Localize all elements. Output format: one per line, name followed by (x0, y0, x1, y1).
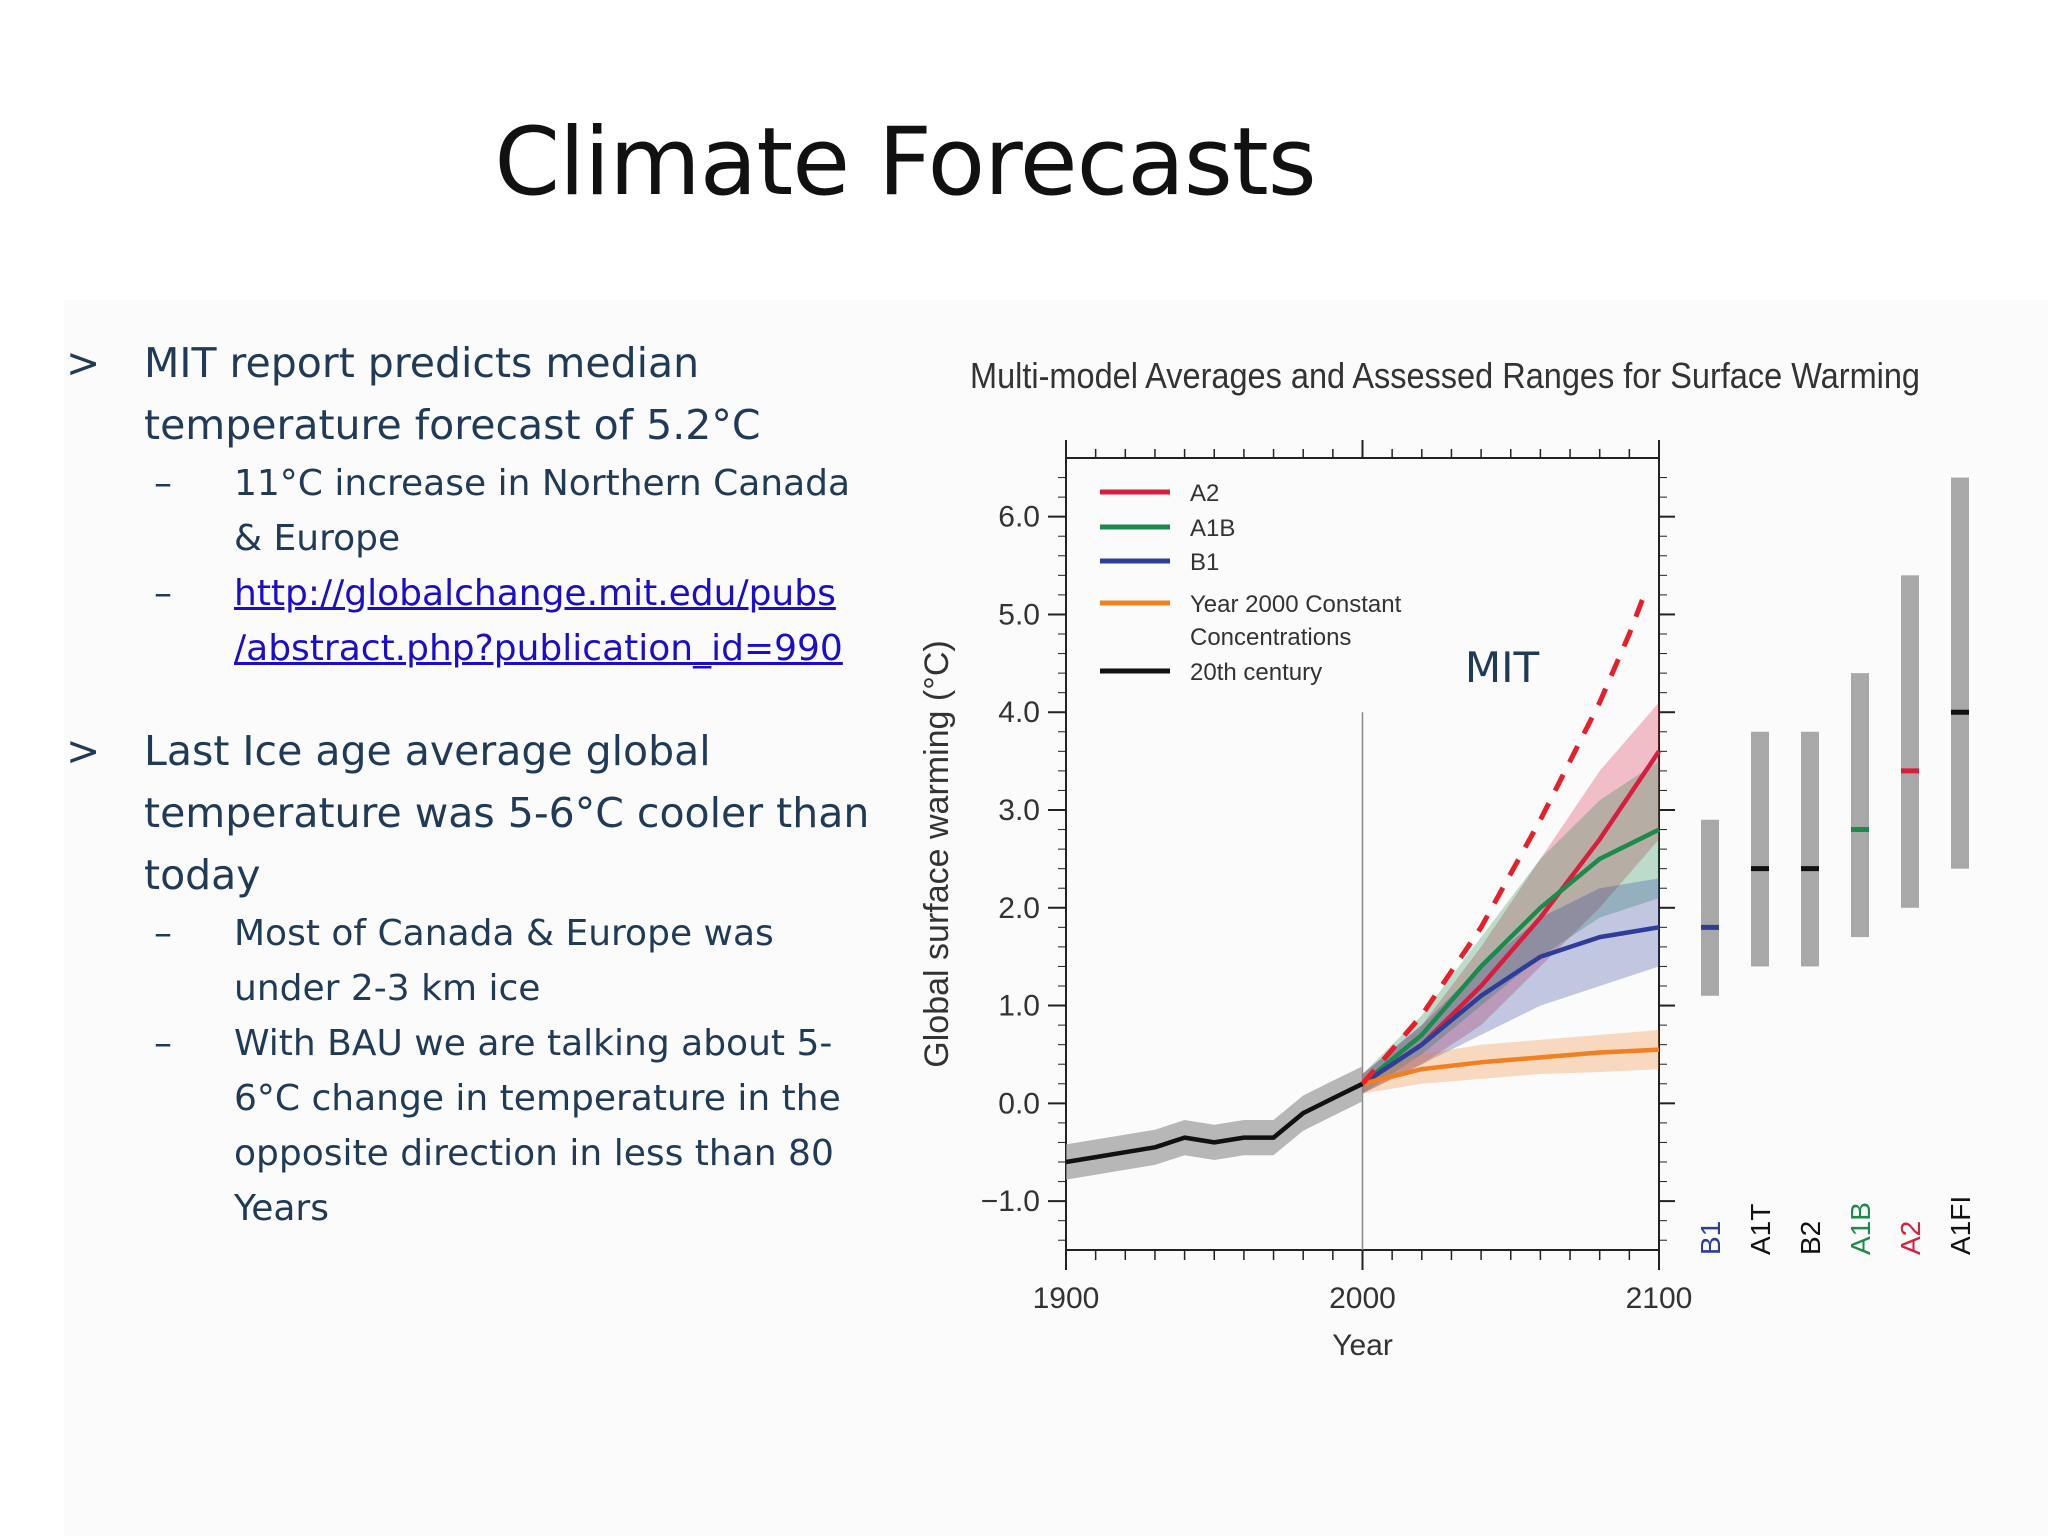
historical-band (1066, 1066, 1363, 1180)
legend-label: Concentrations (1190, 624, 1351, 651)
series-line (1065, 1081, 1364, 1165)
sub-bullet-item: – http://globalchange.mit.edu/pubs /abst… (64, 566, 884, 676)
y-axis-label: Global surface warming (°C) (918, 640, 956, 1067)
slide-title: Climate Forecasts (494, 108, 1316, 217)
chart-title: Multi-model Averages and Assessed Ranges… (970, 355, 1920, 396)
scenario-label: A2 (1895, 1221, 1926, 1255)
bullet-marker: > (66, 727, 101, 775)
bullet-item: > Last Ice age average global temperatur… (64, 720, 884, 906)
scenario-range-bar (1701, 819, 1719, 996)
scenario-range-bar (1901, 575, 1919, 908)
sub-bullet-item: – Most of Canada & Europe was under 2-3 … (64, 906, 884, 1016)
mit-annotation-label: MIT (1465, 643, 1540, 692)
x-axis-label: Year (1332, 1329, 1393, 1362)
legend-label: Year 2000 Constant (1190, 591, 1402, 618)
sub-bullet-text: 11°C increase in Northern Canada & Europ… (234, 463, 851, 559)
scenario-label: A1FI (1945, 1196, 1976, 1255)
y-tick-label: 1.0 (998, 990, 1040, 1023)
y-tick-label: 2.0 (998, 892, 1040, 925)
legend-label: 20th century (1190, 659, 1322, 686)
uncertainty-band (1362, 878, 1659, 1094)
y-tick-label: −1.0 (981, 1185, 1040, 1218)
scenario-range-bar (1801, 731, 1819, 967)
series-line (1361, 1047, 1660, 1086)
scenario-label: A1B (1845, 1202, 1876, 1255)
sub-bullet-text: With BAU we are talking about 5-6°C chan… (234, 1023, 841, 1229)
sub-bullet-marker: – (154, 1023, 172, 1064)
x-tick-label: 2100 (1626, 1282, 1693, 1315)
series-line (1361, 925, 1660, 1086)
scenario-range-bar (1851, 673, 1869, 938)
sub-bullet-item: – With BAU we are talking about 5-6°C ch… (64, 1016, 884, 1236)
publication-link-part2[interactable]: /abstract.php?publication_id=990 (234, 628, 843, 669)
mit-forecast-line (1360, 594, 1647, 1086)
bullet-text: MIT report predicts median temperature f… (144, 339, 761, 449)
bullet-list: > MIT report predicts median temperature… (64, 332, 884, 1236)
legend-label: A1B (1190, 515, 1235, 542)
scenario-label: B2 (1795, 1221, 1826, 1255)
sub-bullet-item: – 11°C increase in Northern Canada & Eur… (64, 456, 884, 566)
uncertainty-band (1362, 702, 1659, 1094)
legend-label: A2 (1190, 480, 1219, 507)
sub-bullet-marker: – (154, 913, 172, 954)
bullet-marker: > (66, 339, 101, 387)
uncertainty-band (1362, 761, 1659, 1094)
publication-link-part1[interactable]: http://globalchange.mit.edu/pubs (234, 573, 836, 614)
y-tick-label: 4.0 (998, 696, 1040, 729)
scenario-label: B1 (1695, 1221, 1726, 1255)
scenario-range-bar (1951, 477, 1969, 869)
scenario-range-bar (1751, 731, 1769, 967)
y-tick-label: 6.0 (998, 501, 1040, 534)
scenario-label: A1T (1745, 1204, 1776, 1255)
x-tick-label: 1900 (1033, 1282, 1100, 1315)
series-line (1361, 827, 1660, 1086)
bullet-text: Last Ice age average global temperature … (144, 727, 870, 899)
sub-bullet-text: Most of Canada & Europe was under 2-3 km… (234, 913, 774, 1009)
y-tick-label: 3.0 (998, 794, 1040, 827)
sub-bullet-marker: – (154, 573, 172, 614)
bullet-item: > MIT report predicts median temperature… (64, 332, 884, 456)
sub-bullet-marker: – (154, 463, 172, 504)
legend-label: B1 (1190, 549, 1219, 576)
y-tick-label: 0.0 (998, 1087, 1040, 1120)
y-tick-label: 5.0 (998, 598, 1040, 631)
x-tick-label: 2000 (1329, 1282, 1396, 1315)
